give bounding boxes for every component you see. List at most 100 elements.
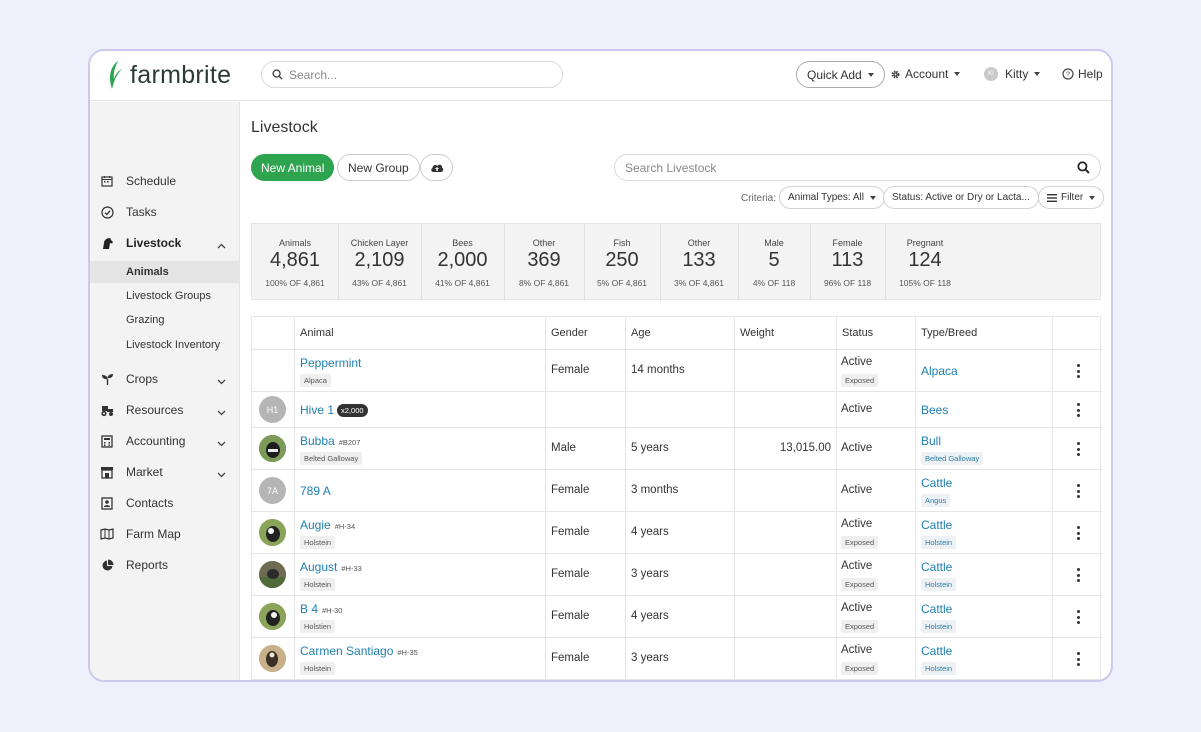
row-menu-icon[interactable] (1074, 403, 1082, 417)
type-link[interactable]: Cattle (921, 602, 953, 616)
type-link[interactable]: Cattle (921, 560, 953, 574)
animal-name-link[interactable]: Augie (300, 518, 331, 532)
column-header-type-breed[interactable]: Type/Breed (921, 327, 978, 339)
column-header-weight[interactable]: Weight (740, 327, 775, 339)
type-link[interactable]: Cattle (921, 476, 953, 490)
stat-chicken-layer[interactable]: Chicken Layer 2,109 43% OF 4,861 (338, 224, 421, 301)
animal-name-link[interactable]: Peppermint (300, 356, 362, 370)
row-menu-icon[interactable] (1074, 364, 1082, 378)
status-cell: Active (841, 356, 873, 368)
row-menu-icon[interactable] (1074, 652, 1082, 666)
stat-label: Animals (278, 238, 311, 248)
stat-other-1[interactable]: Other 369 8% OF 4,861 (504, 224, 584, 301)
global-search[interactable] (261, 61, 563, 88)
stat-animals[interactable]: Animals 4,861 100% OF 4,861 (252, 224, 338, 301)
search-icon[interactable] (1077, 161, 1090, 174)
stat-label: Male (764, 238, 784, 248)
sidebar-sub-livestock-inventory[interactable]: Livestock Inventory (126, 339, 221, 351)
calendar-icon (100, 174, 114, 188)
gender-cell: Female (551, 652, 590, 664)
age-cell: 4 years (631, 610, 669, 622)
animal-name-link[interactable]: B 4 (300, 602, 319, 616)
sidebar-item-label: Reports (126, 558, 169, 572)
help-circle-icon: ? (1062, 68, 1074, 80)
sidebar-item-market[interactable]: Market (90, 461, 240, 483)
age-cell: 3 years (631, 652, 669, 664)
sidebar-sub-animals[interactable]: Animals (90, 261, 240, 283)
animal-tag: Holstein (300, 578, 336, 591)
stat-bees[interactable]: Bees 2,000 41% OF 4,861 (421, 224, 504, 301)
filter-button[interactable]: Filter (1038, 186, 1105, 209)
column-header-animal[interactable]: Animal (300, 327, 334, 339)
row-divider (252, 349, 1102, 350)
sidebar-item-crops[interactable]: Crops (90, 368, 240, 390)
livestock-search-input[interactable] (625, 160, 1065, 175)
row-menu-icon[interactable] (1074, 442, 1082, 456)
count-badge: x2,000 (337, 404, 368, 417)
farmbrite-logo[interactable]: farmbrite (106, 59, 231, 91)
sidebar-item-farm-map[interactable]: Farm Map (90, 523, 240, 545)
type-link[interactable]: Cattle (921, 644, 953, 658)
new-animal-button[interactable]: New Animal (251, 154, 335, 181)
livestock-search[interactable] (614, 154, 1101, 181)
column-header-age[interactable]: Age (631, 327, 651, 339)
row-menu-icon[interactable] (1074, 526, 1082, 540)
sidebar-sub-livestock-groups[interactable]: Livestock Groups (126, 290, 211, 302)
type-link[interactable]: Bull (921, 434, 942, 448)
animal-name-link[interactable]: Carmen Santiago (300, 644, 394, 658)
stat-male[interactable]: Male 5 4% OF 118 (738, 224, 810, 301)
animal-tag: Holstein (300, 536, 336, 549)
sidebar-item-livestock[interactable]: Livestock (90, 232, 240, 254)
sidebar-item-tasks[interactable]: Tasks (90, 201, 240, 223)
row-menu-icon[interactable] (1074, 610, 1082, 624)
sidebar-item-resources[interactable]: Resources (90, 399, 240, 421)
stat-female[interactable]: Female 113 96% OF 118 (810, 224, 885, 301)
row-divider (252, 469, 1102, 470)
account-menu[interactable]: Account (890, 67, 961, 81)
stat-label: Fish (613, 238, 631, 248)
row-menu-icon[interactable] (1074, 568, 1082, 582)
help-link[interactable]: ? Help (1062, 67, 1103, 81)
animal-name-link[interactable]: August (300, 560, 338, 574)
upload-button[interactable] (420, 154, 453, 181)
stat-fish[interactable]: Fish 250 5% OF 4,861 (584, 224, 660, 301)
breed-tag: Holstein (921, 662, 957, 675)
status-cell: Active (841, 560, 873, 572)
breed-tag: Belted Galloway (921, 452, 984, 465)
animal-types-label: Animal Types: All (788, 192, 864, 203)
divider (504, 224, 505, 301)
leaf-logo-icon (110, 61, 122, 89)
main-content: Livestock New Animal New Group Criteria:… (241, 102, 1111, 680)
status-filter-label: Status: Active or Dry or Lacta... (892, 192, 1030, 203)
global-search-input[interactable] (289, 67, 539, 82)
stat-pregnant[interactable]: Pregnant 124 105% OF 118 (885, 224, 965, 301)
animal-name-link[interactable]: 789 A (300, 484, 331, 498)
sidebar-item-schedule[interactable]: Schedule (90, 170, 240, 192)
sidebar-item-contacts[interactable]: Contacts (90, 492, 240, 514)
sidebar-item-accounting[interactable]: Accounting (90, 430, 240, 452)
new-group-button[interactable]: New Group (337, 154, 420, 181)
quick-add-button[interactable]: Quick Add (796, 61, 885, 88)
stat-sub: 3% OF 4,861 (673, 278, 725, 288)
type-link[interactable]: Bees (921, 403, 949, 417)
sidebar-sub-grazing[interactable]: Grazing (126, 314, 165, 326)
avatar: H1 (259, 396, 286, 423)
user-menu[interactable]: KI Kitty (984, 67, 1041, 81)
stat-other-2[interactable]: Other 133 3% OF 4,861 (660, 224, 738, 301)
status-tag: Exposed (841, 536, 879, 549)
type-link[interactable]: Alpaca (921, 364, 958, 378)
stat-sub: 105% OF 118 (899, 278, 951, 288)
type-link[interactable]: Cattle (921, 518, 953, 532)
sidebar-item-reports[interactable]: Reports (90, 554, 240, 576)
animal-name-link[interactable]: Bubba (300, 434, 335, 448)
chevron-up-icon (217, 238, 226, 252)
animal-types-filter[interactable]: Animal Types: All (779, 186, 885, 209)
sidebar-item-label: Crops (126, 372, 159, 386)
animal-name-link[interactable]: Hive 1 (300, 403, 335, 417)
divider (660, 224, 661, 301)
status-filter[interactable]: Status: Active or Dry or Lacta... (883, 186, 1039, 209)
stat-label: Chicken Layer (350, 238, 409, 248)
column-header-gender[interactable]: Gender (551, 327, 588, 339)
column-header-status[interactable]: Status (842, 327, 874, 339)
row-menu-icon[interactable] (1074, 484, 1082, 498)
